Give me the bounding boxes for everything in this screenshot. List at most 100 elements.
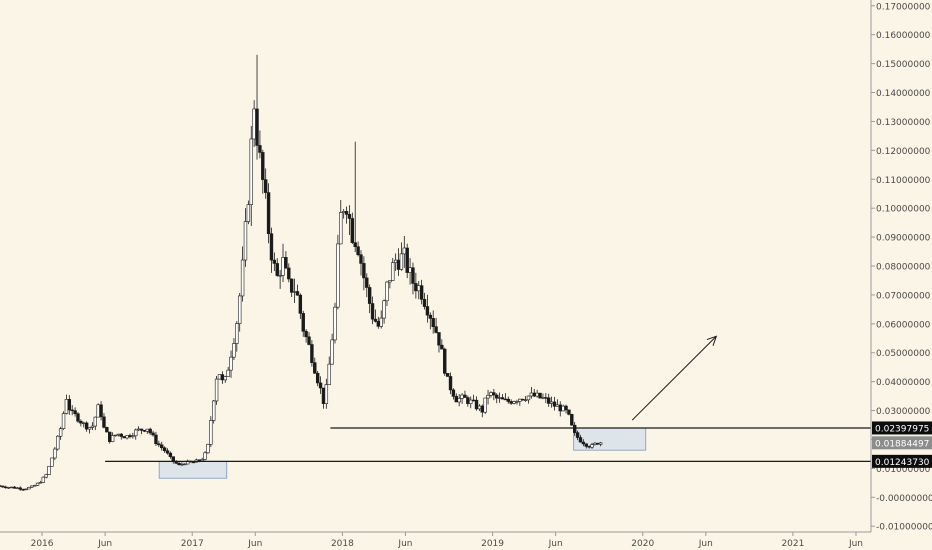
projection-arrow [631,335,718,421]
candle-body [9,486,14,489]
candle-body [157,443,161,446]
candle-body [64,399,69,414]
candle-body [249,138,253,205]
candle-body [295,291,300,296]
candle-body [324,384,329,404]
x-tick-label: Jun [397,539,412,549]
candle-body [191,461,196,464]
candle-body [99,404,103,418]
candle-body [134,429,138,437]
candle-body [209,420,213,445]
candle-body [598,442,603,445]
candle-body [310,344,314,363]
candle-body [113,434,118,437]
candle-body [367,287,372,304]
candle-body [584,443,588,447]
support-lines [105,427,871,462]
candle-body [330,339,334,365]
candle-body [4,486,8,489]
x-tick-label: 2016 [31,539,54,549]
candle-body [437,332,441,346]
candle-body [558,404,562,412]
candle-body [313,362,317,374]
candle-body [304,330,308,338]
candle-body [168,452,173,457]
candle-body [529,392,534,397]
candle-body [339,212,343,245]
candle-body [105,427,109,433]
time-axis[interactable]: 2016 Jun 2017 Jun 2018 Jun 2019 Jun 2020 Jun 2021 J… [31,532,863,549]
y-tick-label: 0.04000000 [876,378,931,388]
candle-body [318,382,323,389]
candle-body [385,281,389,302]
arrow-shaft [631,335,717,421]
candle-body [180,463,184,466]
candle-body [541,397,545,399]
x-tick-label: 2017 [181,539,204,549]
candle-body [448,376,453,391]
x-tick-label: Jun [247,539,262,549]
candle-body [518,398,522,402]
candle-body [422,299,427,307]
candle-body [275,263,279,276]
candle-body [240,259,245,297]
candle-body [53,448,57,459]
candle-body [151,432,155,436]
y-tick-label: 0.14000000 [876,89,931,99]
candle-body [102,416,106,428]
candle-body [73,410,77,415]
candle-body [12,486,17,489]
candle-body [281,257,285,276]
candle-body [564,405,568,411]
candle-body [307,336,311,345]
candle-body [373,318,378,322]
candle-body [509,401,513,404]
candle-body [1,485,5,488]
x-tick-label: Jun [97,539,112,549]
candle-body [388,280,392,283]
candle-body [370,303,375,320]
candle-body [289,278,294,293]
candle-body [587,446,591,448]
candle-body [30,485,34,488]
candle-body [162,447,167,452]
candle-body [477,405,482,410]
x-tick-label: 2018 [331,539,354,549]
candle-body [538,392,542,399]
candle-body [399,253,404,270]
candle-body [411,267,415,284]
candle-body [6,487,11,489]
candle-body [292,291,297,293]
candle-body [382,300,386,319]
candle-body [549,401,554,404]
candle-body [480,405,484,413]
candle-body [108,431,112,442]
candle-body [425,306,430,316]
candle-body [70,409,74,412]
candle-body [32,485,37,487]
candle-body [269,233,274,261]
candle-body [353,242,357,248]
candle-body [440,344,444,350]
candle-body [217,374,222,380]
candle-body [578,437,583,443]
candle-body [552,401,557,407]
y-tick-label: 0.01000000 [876,465,931,475]
candle-body [321,387,326,404]
candle-body [21,488,25,491]
highlight-box [158,461,228,479]
support-price-tag: 0.02397975 [875,424,929,434]
candle-body [469,399,473,404]
x-tick-label: Jun [548,539,563,549]
candle-body [261,152,265,180]
candle-body [203,452,207,460]
candle-body [506,398,510,402]
candle-body [362,263,366,279]
candle-body [243,221,248,261]
y-tick-label: 0.11000000 [876,176,931,186]
y-tick-label: 0.17000000 [876,2,931,12]
current-price-tag: 0.01884497 [875,439,929,449]
candle-body [463,394,467,398]
candle-body [223,376,227,381]
